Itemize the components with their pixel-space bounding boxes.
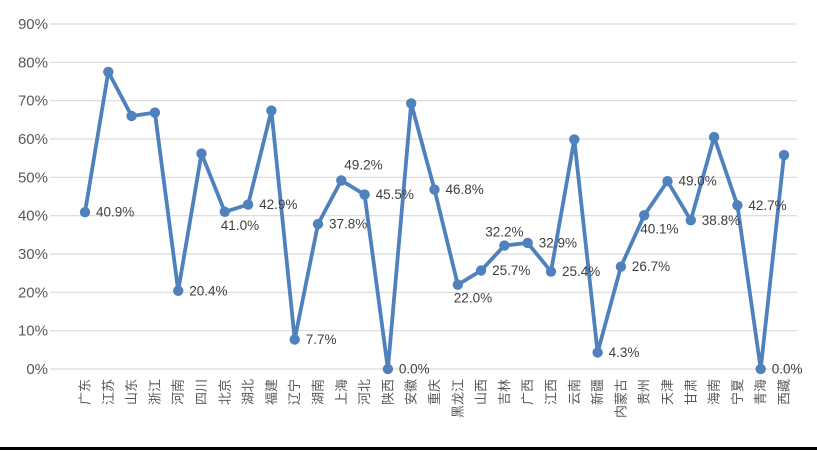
data-point [173, 285, 184, 296]
x-category-label: 北京 [217, 379, 232, 405]
x-category-label: 广西 [520, 379, 535, 405]
x-category-label: 天津 [660, 379, 675, 405]
x-category-label: 湖北 [241, 379, 256, 405]
series-line [83, 70, 786, 371]
x-category-label: 四川 [194, 379, 209, 405]
x-category-label: 山东 [124, 379, 139, 405]
data-point [103, 66, 114, 78]
data-label: 40.9% [96, 205, 134, 220]
data-label: 40.1% [640, 221, 678, 236]
data-point [149, 107, 161, 118]
data-point [289, 334, 300, 345]
data-label: 32.9% [539, 235, 577, 250]
data-label: 0.0% [772, 362, 803, 377]
x-category-label: 湖南 [311, 379, 326, 405]
data-point [406, 98, 417, 109]
x-category-label: 安徽 [404, 379, 419, 405]
page-bottom-border [0, 447, 817, 450]
x-category-label: 重庆 [427, 379, 442, 405]
x-category-label: 广东 [78, 379, 93, 405]
data-point [755, 363, 766, 375]
y-tick-label: 90% [18, 16, 48, 33]
data-point [569, 134, 580, 145]
x-category-label: 福建 [264, 379, 279, 405]
data-label: 46.8% [446, 182, 484, 197]
x-category-label: 宁夏 [730, 379, 745, 405]
data-point [732, 200, 743, 211]
x-category-label: 新疆 [590, 379, 605, 405]
data-label: 42.9% [259, 197, 297, 212]
x-category-label: 浙江 [147, 379, 162, 405]
data-point [499, 240, 510, 251]
x-category-label: 河南 [171, 379, 186, 405]
x-category-label: 江苏 [101, 379, 116, 405]
x-category-label: 上海 [334, 379, 349, 405]
data-point [429, 184, 440, 195]
x-category-label: 黑龙江 [450, 379, 465, 418]
y-tick-label: 20% [18, 284, 48, 301]
x-category-label: 吉林 [497, 379, 512, 405]
data-point [639, 210, 650, 221]
y-tick-label: 40% [18, 208, 48, 225]
data-label: 45.5% [376, 187, 414, 202]
data-point [196, 148, 207, 159]
data-point [708, 131, 720, 143]
data-label: 32.2% [485, 225, 523, 240]
data-point [545, 266, 557, 277]
data-point [312, 218, 324, 230]
data-point [685, 215, 696, 226]
data-label: 25.4% [562, 264, 600, 279]
x-category-label: 江西 [544, 379, 559, 405]
data-label: 26.7% [632, 259, 670, 274]
data-point [615, 261, 627, 272]
x-category-label: 西藏 [777, 379, 792, 405]
data-label: 20.4% [189, 283, 227, 298]
x-category-label: 云南 [567, 379, 582, 405]
data-point [382, 363, 394, 375]
data-label: 42.7% [748, 198, 786, 213]
x-category-label: 内蒙古 [613, 379, 628, 418]
data-point [522, 237, 533, 249]
y-tick-label: 30% [18, 246, 48, 263]
y-tick-label: 0% [26, 361, 48, 378]
data-point [452, 279, 463, 290]
data-point [592, 347, 603, 358]
data-label: 4.3% [609, 345, 640, 360]
data-label: 41.0% [221, 218, 259, 233]
data-point [336, 175, 347, 186]
data-label: 22.0% [454, 291, 492, 306]
x-category-label: 陕西 [380, 379, 395, 405]
x-category-label: 河北 [357, 379, 372, 405]
data-point [79, 207, 91, 218]
y-tick-label: 10% [18, 323, 48, 340]
data-point [126, 110, 137, 122]
data-label: 0.0% [399, 362, 430, 377]
x-category-label: 山西 [474, 379, 489, 405]
data-label: 37.8% [329, 217, 367, 232]
data-label: 38.8% [702, 213, 740, 228]
data-point [359, 189, 370, 200]
x-category-label: 甘肃 [683, 379, 698, 405]
data-point [219, 206, 230, 217]
data-label: 49.2% [344, 157, 382, 172]
data-label: 7.7% [306, 332, 337, 347]
y-tick-label: 60% [18, 131, 48, 148]
data-label: 25.7% [492, 263, 530, 278]
data-point [778, 149, 790, 161]
x-category-label: 海南 [707, 379, 722, 405]
y-tick-label: 50% [18, 169, 48, 186]
data-point [266, 105, 277, 116]
x-category-label: 青海 [753, 379, 768, 405]
x-category-label: 贵州 [637, 379, 652, 405]
x-category-label: 辽宁 [287, 379, 302, 405]
y-tick-label: 70% [18, 93, 48, 110]
y-tick-label: 80% [18, 54, 48, 71]
data-point [662, 176, 673, 187]
data-label: 49.0% [679, 174, 717, 189]
data-point [242, 199, 254, 210]
data-point [475, 265, 487, 276]
